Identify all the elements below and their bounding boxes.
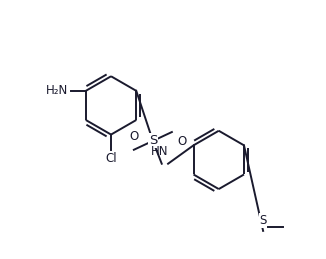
Text: O: O	[129, 131, 139, 143]
Text: H₂N: H₂N	[46, 84, 68, 97]
Text: Cl: Cl	[105, 152, 117, 165]
Text: HN: HN	[150, 145, 168, 158]
Text: S: S	[259, 214, 267, 227]
Text: S: S	[149, 134, 157, 147]
Text: O: O	[177, 135, 186, 148]
